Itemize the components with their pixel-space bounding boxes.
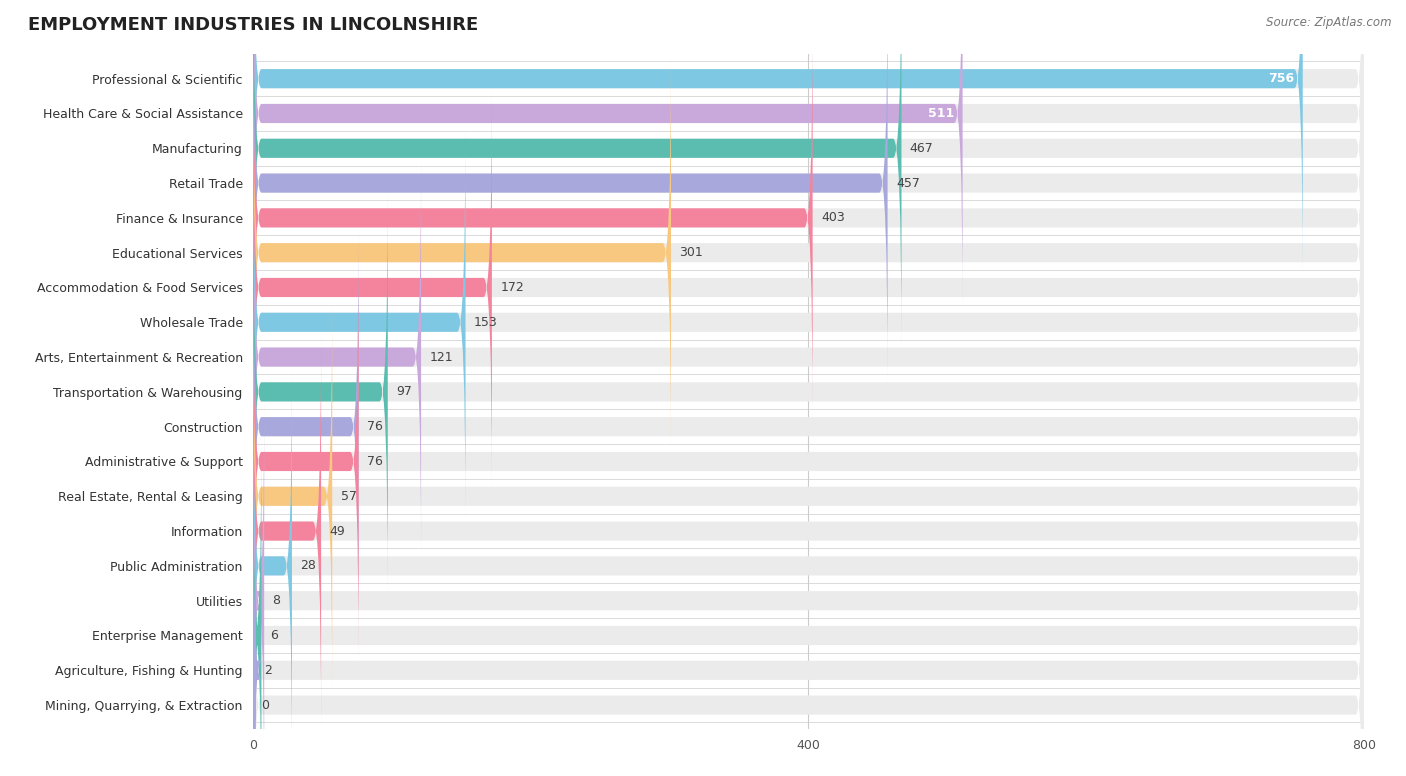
FancyBboxPatch shape <box>253 332 321 730</box>
FancyBboxPatch shape <box>253 88 1364 487</box>
FancyBboxPatch shape <box>253 54 1364 452</box>
Text: 8: 8 <box>273 594 281 607</box>
FancyBboxPatch shape <box>253 506 1364 776</box>
FancyBboxPatch shape <box>253 262 359 660</box>
Text: 28: 28 <box>301 559 316 573</box>
FancyBboxPatch shape <box>253 192 1364 591</box>
Text: 403: 403 <box>821 211 845 224</box>
FancyBboxPatch shape <box>253 0 1364 383</box>
FancyBboxPatch shape <box>253 436 1364 776</box>
FancyBboxPatch shape <box>253 158 420 556</box>
FancyBboxPatch shape <box>253 192 388 591</box>
FancyBboxPatch shape <box>253 88 492 487</box>
Text: 57: 57 <box>340 490 357 503</box>
FancyBboxPatch shape <box>253 19 1364 417</box>
FancyBboxPatch shape <box>253 123 1364 521</box>
Text: 153: 153 <box>474 316 498 329</box>
Text: Source: ZipAtlas.com: Source: ZipAtlas.com <box>1267 16 1392 29</box>
FancyBboxPatch shape <box>253 0 901 348</box>
FancyBboxPatch shape <box>253 0 1364 313</box>
Text: 467: 467 <box>910 142 934 154</box>
FancyBboxPatch shape <box>253 0 1303 278</box>
FancyBboxPatch shape <box>253 123 465 521</box>
Text: 2: 2 <box>264 663 273 677</box>
FancyBboxPatch shape <box>253 0 963 313</box>
Text: 76: 76 <box>367 420 382 433</box>
FancyBboxPatch shape <box>253 297 332 695</box>
FancyBboxPatch shape <box>253 227 1364 626</box>
Text: 6: 6 <box>270 629 277 642</box>
FancyBboxPatch shape <box>253 19 813 417</box>
FancyBboxPatch shape <box>253 158 1364 556</box>
Text: 49: 49 <box>329 525 346 538</box>
FancyBboxPatch shape <box>253 262 1364 660</box>
FancyBboxPatch shape <box>253 227 359 626</box>
Text: 511: 511 <box>928 107 955 120</box>
FancyBboxPatch shape <box>253 297 1364 695</box>
Text: 172: 172 <box>501 281 524 294</box>
FancyBboxPatch shape <box>253 54 671 452</box>
Text: 76: 76 <box>367 455 382 468</box>
FancyBboxPatch shape <box>253 401 264 776</box>
FancyBboxPatch shape <box>253 0 1364 278</box>
Text: 0: 0 <box>262 698 270 712</box>
FancyBboxPatch shape <box>253 401 1364 776</box>
FancyBboxPatch shape <box>253 332 1364 730</box>
FancyBboxPatch shape <box>247 471 262 776</box>
Text: 756: 756 <box>1268 72 1295 85</box>
FancyBboxPatch shape <box>253 436 262 776</box>
FancyBboxPatch shape <box>253 0 1364 348</box>
Text: 301: 301 <box>679 246 703 259</box>
Text: EMPLOYMENT INDUSTRIES IN LINCOLNSHIRE: EMPLOYMENT INDUSTRIES IN LINCOLNSHIRE <box>28 16 478 33</box>
FancyBboxPatch shape <box>253 366 1364 765</box>
FancyBboxPatch shape <box>253 471 1364 776</box>
Text: 457: 457 <box>896 177 920 189</box>
Text: 97: 97 <box>396 386 412 398</box>
Text: 121: 121 <box>429 351 453 364</box>
FancyBboxPatch shape <box>253 0 887 383</box>
FancyBboxPatch shape <box>253 366 292 765</box>
